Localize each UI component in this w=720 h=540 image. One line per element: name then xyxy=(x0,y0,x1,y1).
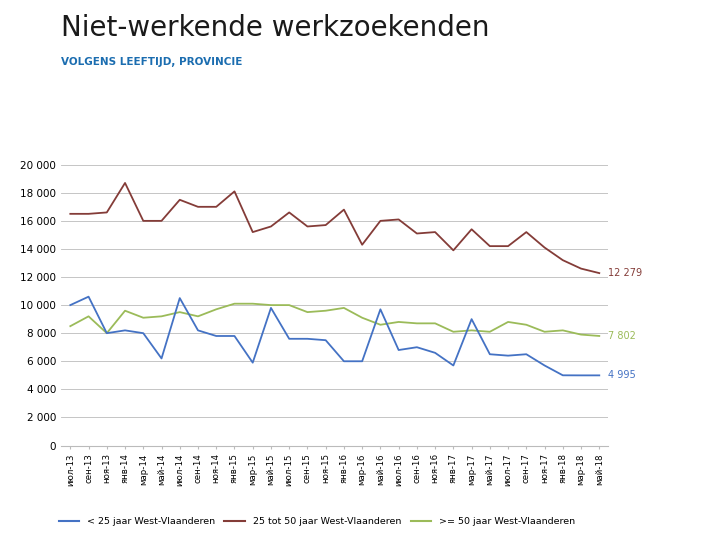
Text: 12 279: 12 279 xyxy=(608,268,642,278)
Text: Niet-werkende werkzoekenden: Niet-werkende werkzoekenden xyxy=(61,14,490,42)
Legend: < 25 jaar West-Vlaanderen, 25 tot 50 jaar West-Vlaanderen, >= 50 jaar West-Vlaan: < 25 jaar West-Vlaanderen, 25 tot 50 jaa… xyxy=(55,514,579,530)
Text: 4 995: 4 995 xyxy=(608,370,636,380)
Text: VDAB: VDAB xyxy=(588,49,662,73)
Text: samen sterk voor werk: samen sterk voor werk xyxy=(581,91,668,100)
Text: 7 802: 7 802 xyxy=(608,331,636,341)
Text: VOLGENS LEEFTIJD, PROVINCIE: VOLGENS LEEFTIJD, PROVINCIE xyxy=(61,57,243,67)
Bar xyxy=(557,32,625,38)
